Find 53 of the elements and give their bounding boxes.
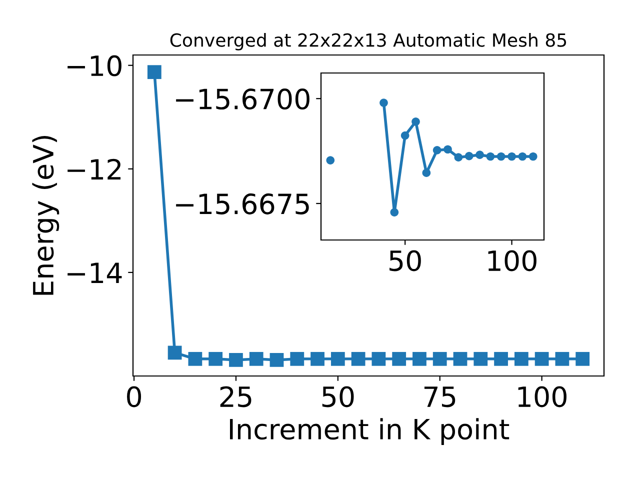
- point: [534, 352, 549, 366]
- point: [290, 352, 304, 366]
- point: [168, 346, 182, 360]
- point: [444, 145, 452, 154]
- point: [412, 352, 426, 366]
- x-tick-label: 50: [390, 250, 421, 272]
- point: [249, 352, 264, 366]
- chart-title: Converged at 22x22x13 Automatic Mesh 85: [170, 32, 566, 50]
- point: [514, 352, 528, 366]
- point: [326, 156, 335, 164]
- y-tick-label: −15.6675: [176, 193, 309, 214]
- y-tick-label: −15.6700: [176, 88, 310, 110]
- point: [229, 353, 243, 367]
- x-tick-label: 100: [518, 386, 566, 408]
- point: [496, 152, 506, 161]
- y-tick-label: −10: [68, 55, 122, 76]
- x-tick-label: 75: [424, 386, 456, 408]
- x-tick-label: 100: [488, 250, 536, 272]
- point: [464, 152, 474, 160]
- point: [528, 152, 538, 161]
- y-axis-title: Energy (eV): [32, 136, 60, 295]
- point: [508, 152, 516, 161]
- point: [555, 352, 570, 366]
- x-tick-label: 0: [127, 386, 142, 408]
- x-axis-title: Increment in K point: [230, 418, 510, 446]
- point: [392, 352, 406, 366]
- point: [422, 168, 431, 178]
- point: [474, 352, 488, 366]
- point: [270, 353, 284, 367]
- point: [453, 352, 468, 366]
- y-tick-label: −14: [68, 262, 122, 284]
- point: [208, 352, 223, 366]
- point: [380, 98, 388, 107]
- point: [147, 65, 162, 80]
- point: [310, 352, 324, 366]
- point: [576, 352, 590, 366]
- point: [351, 352, 366, 366]
- point: [454, 153, 463, 162]
- y-tick-label: −12: [68, 158, 120, 180]
- point: [494, 352, 508, 366]
- point: [400, 131, 410, 140]
- point: [330, 352, 345, 366]
- x-tick-label: 25: [220, 386, 252, 408]
- point: [518, 152, 527, 161]
- point: [486, 152, 495, 161]
- point: [372, 352, 386, 366]
- point: [188, 352, 202, 366]
- x-tick-label: 50: [322, 386, 354, 408]
- point: [390, 208, 399, 216]
- point: [432, 352, 447, 366]
- point: [412, 118, 420, 126]
- point: [432, 146, 442, 154]
- point: [476, 150, 484, 159]
